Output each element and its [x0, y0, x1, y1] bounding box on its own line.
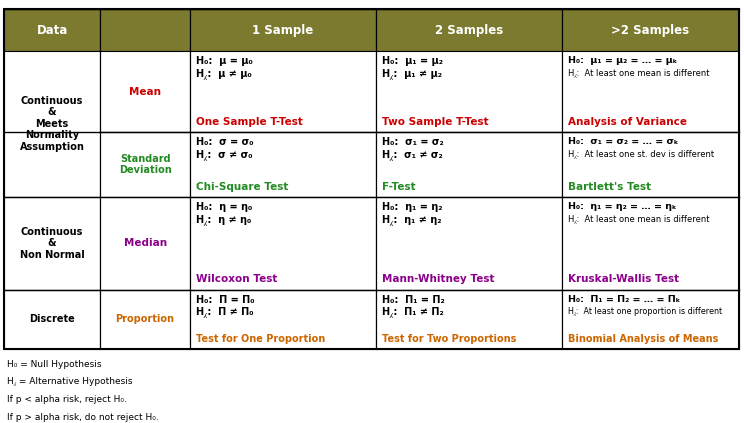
Bar: [190, 51, 376, 132]
Text: F-Test: F-Test: [382, 182, 415, 192]
Text: H₀:  η = η₀: H₀: η = η₀: [196, 202, 252, 212]
Bar: [562, 289, 739, 349]
Text: H⁁:  At least one proportion is different: H⁁: At least one proportion is different: [568, 307, 722, 316]
Text: Continuous
&
Non Normal: Continuous & Non Normal: [19, 227, 85, 260]
Text: H⁁:  At least one mean is different: H⁁: At least one mean is different: [568, 214, 709, 224]
Text: H₀:  Π₁ = Π₂: H₀: Π₁ = Π₂: [382, 294, 444, 305]
Text: Chi-Square Test: Chi-Square Test: [196, 182, 288, 192]
Bar: [4, 9, 100, 51]
Text: H⁁:  σ ≠ σ₀: H⁁: σ ≠ σ₀: [196, 150, 252, 161]
Text: H₀:  Π = Π₀: H₀: Π = Π₀: [196, 294, 254, 305]
Text: H⁁:  μ₁ ≠ μ₂: H⁁: μ₁ ≠ μ₂: [382, 69, 442, 80]
Text: H⁁:  Π ≠ Π₀: H⁁: Π ≠ Π₀: [196, 307, 253, 318]
Text: Discrete: Discrete: [29, 314, 75, 324]
Bar: [4, 51, 100, 197]
Text: H⁁:  Π₁ ≠ Π₂: H⁁: Π₁ ≠ Π₂: [382, 307, 443, 318]
Text: H⁁:  η ≠ η₀: H⁁: η ≠ η₀: [196, 214, 251, 225]
Bar: [190, 132, 376, 197]
Text: 2 Samples: 2 Samples: [434, 24, 503, 36]
Text: One Sample T-Test: One Sample T-Test: [196, 117, 303, 127]
Bar: [376, 289, 562, 349]
Bar: [562, 197, 739, 289]
Text: H₀:  μ₁ = μ₂ = … = μₖ: H₀: μ₁ = μ₂ = … = μₖ: [568, 56, 677, 65]
Text: Kruskal-Wallis Test: Kruskal-Wallis Test: [568, 275, 679, 284]
Text: Wilcoxon Test: Wilcoxon Test: [196, 275, 277, 284]
Bar: [190, 289, 376, 349]
Bar: [4, 197, 100, 289]
Bar: [100, 197, 190, 289]
Text: H₀:  η₁ = η₂: H₀: η₁ = η₂: [382, 202, 442, 212]
Text: Mann-Whitney Test: Mann-Whitney Test: [382, 275, 494, 284]
Text: Proportion: Proportion: [115, 314, 175, 324]
Bar: [376, 132, 562, 197]
Text: 1 Sample: 1 Sample: [252, 24, 313, 36]
Text: H⁁:  σ₁ ≠ σ₂: H⁁: σ₁ ≠ σ₂: [382, 150, 443, 161]
Text: H₀:  σ₁ = σ₂ = … = σₖ: H₀: σ₁ = σ₂ = … = σₖ: [568, 137, 679, 146]
Bar: [562, 9, 739, 51]
Bar: [100, 132, 190, 197]
Text: If p > alpha risk, do not reject H₀.: If p > alpha risk, do not reject H₀.: [7, 413, 159, 422]
Bar: [4, 289, 100, 349]
Bar: [190, 9, 376, 51]
Bar: [190, 197, 376, 289]
Text: H⁁:  η₁ ≠ η₂: H⁁: η₁ ≠ η₂: [382, 214, 441, 225]
Bar: [376, 197, 562, 289]
Text: >2 Samples: >2 Samples: [611, 24, 690, 36]
Text: Standard
Deviation: Standard Deviation: [119, 154, 171, 176]
Text: H⁁ = Alternative Hypothesis: H⁁ = Alternative Hypothesis: [7, 377, 133, 386]
Text: Test for Two Proportions: Test for Two Proportions: [382, 334, 516, 344]
Text: Data: Data: [36, 24, 68, 36]
Text: H₀:  μ = μ₀: H₀: μ = μ₀: [196, 56, 252, 66]
Text: H₀:  μ₁ = μ₂: H₀: μ₁ = μ₂: [382, 56, 443, 66]
Text: H⁁:  μ ≠ μ₀: H⁁: μ ≠ μ₀: [196, 69, 251, 80]
Text: H₀ = Null Hypothesis: H₀ = Null Hypothesis: [7, 360, 102, 368]
Text: H⁁:  At least one mean is different: H⁁: At least one mean is different: [568, 69, 709, 77]
Text: Bartlett's Test: Bartlett's Test: [568, 182, 651, 192]
Text: H₀:  σ₁ = σ₂: H₀: σ₁ = σ₂: [382, 137, 443, 147]
Text: Binomial Analysis of Means: Binomial Analysis of Means: [568, 334, 718, 344]
Text: H⁁:  At least one st. dev is different: H⁁: At least one st. dev is different: [568, 150, 713, 159]
Bar: [562, 51, 739, 132]
Text: If p < alpha risk, reject H₀.: If p < alpha risk, reject H₀.: [7, 395, 127, 404]
Text: Test for One Proportion: Test for One Proportion: [196, 334, 325, 344]
Text: Analysis of Variance: Analysis of Variance: [568, 117, 687, 127]
Text: H₀:  σ = σ₀: H₀: σ = σ₀: [196, 137, 253, 147]
Text: H₀:  η₁ = η₂ = … = ηₖ: H₀: η₁ = η₂ = … = ηₖ: [568, 202, 676, 211]
Text: Mean: Mean: [129, 87, 161, 96]
Bar: [100, 51, 190, 132]
Text: Continuous
&
Meets
Normality
Assumption: Continuous & Meets Normality Assumption: [19, 96, 85, 152]
Bar: [562, 132, 739, 197]
Text: Two Sample T-Test: Two Sample T-Test: [382, 117, 488, 127]
Bar: [4, 9, 739, 349]
Text: H₀:  Π₁ = Π₂ = … = Πₖ: H₀: Π₁ = Π₂ = … = Πₖ: [568, 294, 680, 304]
Bar: [376, 9, 562, 51]
Bar: [100, 289, 190, 349]
Text: Median: Median: [124, 238, 167, 248]
Bar: [100, 9, 190, 51]
Bar: [376, 51, 562, 132]
